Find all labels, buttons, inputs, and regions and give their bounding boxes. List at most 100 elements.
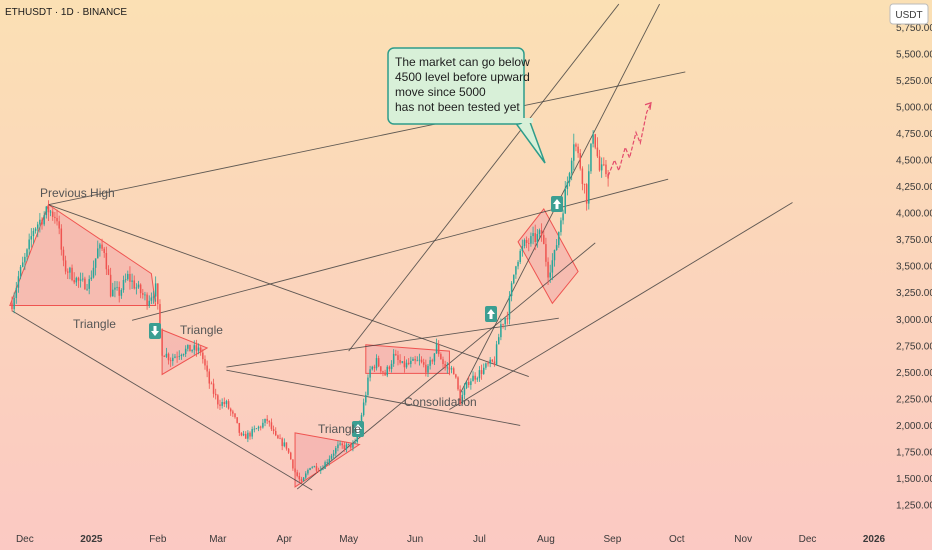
- candle-body: [114, 287, 116, 290]
- candle-body: [341, 443, 343, 446]
- candle-body: [307, 469, 309, 474]
- candle-body: [300, 479, 303, 482]
- candle-body: [28, 239, 30, 250]
- x-tick-label: Feb: [149, 534, 167, 545]
- candle-body: [88, 279, 90, 289]
- arrow-up-icon: [487, 309, 495, 319]
- candle-body: [551, 260, 554, 273]
- candle-body: [144, 294, 146, 296]
- candle-body: [607, 174, 609, 179]
- candle-body: [277, 435, 279, 439]
- candle-body: [590, 143, 592, 172]
- candle-body: [302, 477, 305, 482]
- candle-body: [553, 250, 556, 261]
- candle-body: [482, 367, 485, 374]
- candle-body: [532, 233, 534, 237]
- candle-body: [54, 216, 56, 218]
- y-tick-label: 4,750.00: [896, 129, 932, 140]
- candle-body: [506, 318, 509, 320]
- candle-body: [500, 324, 502, 338]
- candle-body: [244, 433, 247, 439]
- candle-body: [204, 359, 206, 366]
- candle-body: [478, 370, 481, 379]
- candle-body: [508, 296, 511, 320]
- currency-badge-label[interactable]: USDT: [895, 10, 922, 21]
- x-tick-label: Jun: [407, 534, 423, 545]
- candle-body: [281, 438, 283, 447]
- candle-body: [382, 371, 384, 373]
- candle-body: [189, 344, 191, 352]
- y-tick-label: 3,000.00: [896, 315, 932, 326]
- candle-body: [182, 353, 185, 355]
- candle-body: [596, 147, 599, 157]
- candle-body: [480, 370, 483, 374]
- candle-body: [498, 337, 500, 345]
- candle-body: [217, 395, 219, 405]
- candle-body: [433, 353, 436, 362]
- candle-body: [437, 344, 440, 355]
- triangle-pattern-1: [9, 203, 157, 306]
- candle-body: [167, 353, 170, 361]
- candle-body: [174, 356, 176, 358]
- candle-body: [84, 278, 86, 290]
- candle-body: [270, 422, 273, 430]
- candle-body: [34, 228, 37, 231]
- candle-body: [255, 428, 258, 430]
- candle-body: [555, 245, 558, 251]
- currency-badge[interactable]: USDT: [889, 3, 929, 25]
- candle-body: [560, 220, 562, 233]
- candle-body: [380, 366, 382, 372]
- candle-body: [467, 381, 470, 385]
- candle-body: [470, 381, 472, 385]
- candle-body: [386, 366, 388, 376]
- candle-body: [491, 359, 494, 362]
- candle-body: [13, 297, 15, 310]
- arrow-up-icon: [354, 424, 362, 434]
- candle-body: [347, 443, 350, 445]
- candle-body: [305, 473, 307, 478]
- y-tick-label: 4,000.00: [896, 209, 932, 220]
- candle-body: [317, 470, 320, 472]
- candle-body: [401, 361, 404, 363]
- x-tick-label: May: [339, 534, 358, 545]
- label-triangle-1: Triangle: [73, 317, 116, 331]
- candle-body: [118, 286, 120, 296]
- candle-body: [45, 206, 48, 216]
- candle-body: [163, 355, 165, 357]
- candle-body: [371, 366, 373, 370]
- candle-body: [577, 146, 579, 154]
- candle-body: [311, 467, 313, 469]
- candle-body: [137, 284, 140, 288]
- candle-body: [405, 362, 408, 368]
- candle-body: [191, 349, 193, 352]
- candle-body: [77, 277, 80, 281]
- candle-body: [564, 188, 566, 214]
- candle-body: [103, 248, 105, 253]
- candle-body: [540, 230, 543, 236]
- candle-body: [399, 359, 401, 363]
- candle-body: [172, 357, 174, 362]
- candle-body: [133, 280, 135, 289]
- candle-body: [97, 248, 99, 259]
- x-tick-label: Dec: [799, 534, 817, 545]
- candle-body: [594, 134, 596, 148]
- currency-badge-box[interactable]: [889, 3, 929, 25]
- candle-body: [71, 267, 73, 281]
- y-tick-label: 2,500.00: [896, 368, 932, 379]
- candle-body: [290, 452, 292, 460]
- candle-body: [266, 418, 268, 421]
- candle-body: [69, 267, 71, 273]
- chart-header: ETHUSDT · 1D · BINANCE: [5, 7, 127, 18]
- candle-body: [558, 232, 560, 246]
- candle-body: [56, 217, 58, 222]
- candle-body: [238, 422, 241, 433]
- y-tick-label: 5,500.00: [896, 49, 932, 60]
- candle-body: [229, 408, 232, 412]
- candle-body: [75, 277, 78, 283]
- arrow-down-icon: [151, 326, 159, 336]
- y-tick-label: 2,250.00: [896, 394, 932, 405]
- candle-body: [264, 418, 266, 423]
- candle-body: [309, 468, 311, 470]
